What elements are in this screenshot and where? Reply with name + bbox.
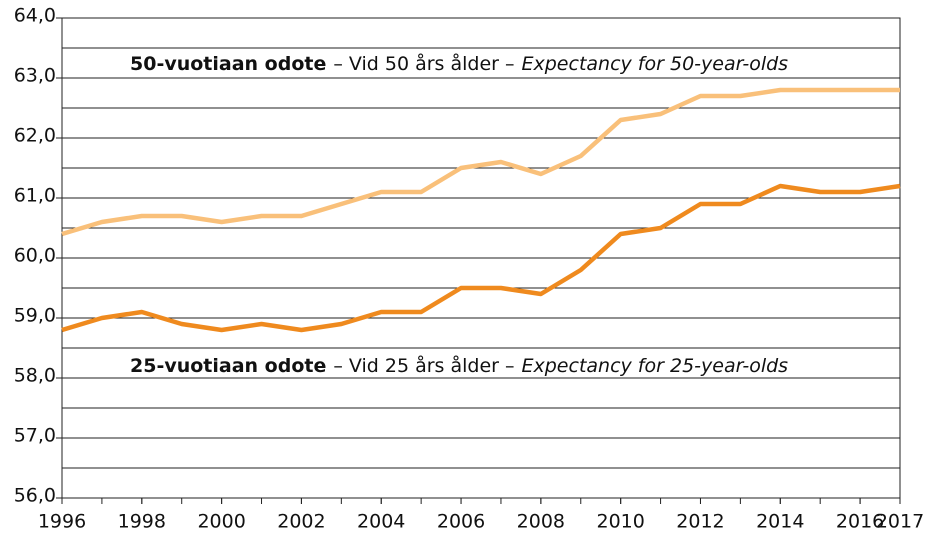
x-tick-label: 2006 — [437, 511, 485, 533]
x-tick-label: 1998 — [118, 511, 166, 533]
x-tick-label: 2014 — [756, 511, 804, 533]
series-line — [61, 87, 900, 237]
x-tick-label: 1996 — [38, 511, 86, 533]
y-tick-label: 59,0 — [14, 305, 56, 327]
x-tick-label: 2004 — [357, 511, 405, 533]
annotation-fi: 50-vuotiaan odote — [130, 53, 326, 75]
annotation-sv: – Vid 25 års ålder – — [333, 354, 514, 377]
annotation-en: Expectancy for 25-year-olds — [522, 355, 789, 377]
x-tick-label: 2016 — [836, 511, 884, 533]
plot-frame — [61, 17, 901, 499]
y-tick-label: 58,0 — [14, 365, 56, 387]
x-tick-label: 2000 — [197, 511, 245, 533]
y-tick-label: 61,0 — [14, 185, 56, 207]
x-tick-label: 2002 — [277, 511, 325, 533]
x-tick-label: 2008 — [517, 511, 565, 533]
annotation-sv: – Vid 50 års ålder – — [333, 52, 514, 75]
y-tick-label: 60,0 — [14, 245, 56, 267]
x-tick-label: 2017 — [876, 511, 924, 533]
series-annotation: 25-vuotiaan odote – Vid 25 års ålder – Exp… — [130, 354, 788, 377]
y-tick-label: 62,0 — [14, 125, 56, 147]
y-tick-label: 57,0 — [14, 425, 56, 447]
y-tick-label: 64,0 — [14, 5, 56, 27]
y-tick-label: 63,0 — [14, 65, 56, 87]
series-annotation: 50-vuotiaan odote – Vid 50 års ålder – Exp… — [130, 52, 788, 75]
y-tick-label: 56,0 — [14, 485, 56, 507]
annotation-en: Expectancy for 50-year-olds — [522, 53, 789, 75]
x-tick-label: 2012 — [676, 511, 724, 533]
annotation-fi: 25-vuotiaan odote — [130, 355, 326, 377]
series-line — [61, 183, 901, 333]
x-tick-label: 2010 — [596, 511, 644, 533]
